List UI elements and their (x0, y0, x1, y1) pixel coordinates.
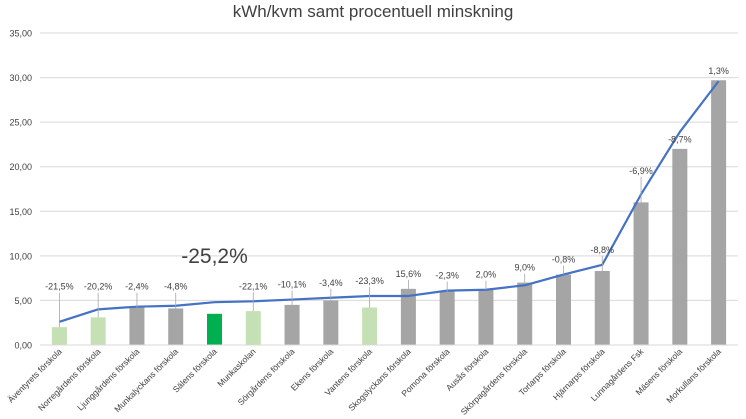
chart-title: kWh/kvm samt procentuell minskning (232, 2, 514, 21)
bar (323, 300, 339, 345)
data-label: -20,2% (84, 282, 113, 292)
data-label: -0,8% (552, 255, 576, 265)
y-tick-label: 35,00 (9, 29, 32, 39)
bar (672, 148, 688, 345)
trend-line (59, 80, 720, 323)
bar (284, 304, 300, 345)
x-tick-label: Munkalyckans förskola (112, 346, 180, 414)
bar (129, 307, 145, 345)
y-tick-label: 15,00 (9, 207, 32, 217)
bar (207, 313, 222, 345)
data-label: -8,8% (591, 245, 615, 255)
y-tick-label: 5,00 (14, 296, 32, 306)
data-label: -25,2% (181, 245, 248, 268)
data-label: -4,8% (164, 282, 188, 292)
bar (478, 289, 494, 345)
data-label: -6,9% (629, 166, 653, 176)
data-label: 15,6% (396, 269, 422, 279)
y-tick-label: 0,00 (14, 341, 32, 351)
bar (633, 202, 649, 345)
data-label: -8,7% (668, 135, 692, 145)
data-label: 2,0% (476, 270, 497, 280)
data-label: -3,4% (319, 278, 343, 288)
data-label: 1,3% (708, 66, 729, 76)
data-label: -2,3% (435, 271, 459, 281)
data-label: -23,3% (355, 276, 384, 286)
bar (400, 288, 416, 345)
y-tick-label: 25,00 (9, 118, 32, 128)
data-label: -22,1% (239, 281, 268, 291)
data-label: -2,4% (125, 282, 149, 292)
bar (439, 291, 455, 345)
bar (362, 307, 378, 345)
data-label: 9,0% (514, 263, 535, 273)
y-tick-label: 20,00 (9, 162, 32, 172)
y-tick-label: 30,00 (9, 73, 32, 83)
bar (517, 282, 533, 345)
data-label: -10,1% (278, 280, 307, 290)
y-tick-label: 10,00 (9, 251, 32, 261)
x-tick-label: Skörpagårdens förskola (459, 346, 530, 417)
bar (168, 308, 184, 345)
data-label: -21,5% (45, 282, 74, 292)
bar (556, 274, 571, 345)
bar (245, 311, 261, 345)
bar (51, 327, 67, 345)
bar (594, 271, 610, 345)
bar (711, 80, 727, 345)
bar (90, 317, 106, 345)
x-tick-label: Munkaskolan (215, 346, 258, 389)
